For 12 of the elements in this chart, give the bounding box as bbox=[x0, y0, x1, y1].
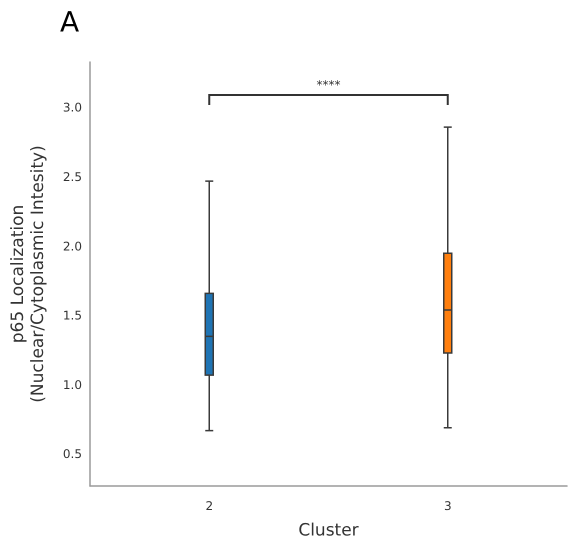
x-tick-label: 3 bbox=[444, 499, 452, 513]
y-tick-label: 1.0 bbox=[62, 378, 82, 392]
y-tick-label: 2.5 bbox=[62, 170, 82, 184]
y-tick-label: 3.0 bbox=[62, 100, 82, 115]
x-tick-label: 2 bbox=[205, 499, 214, 513]
y-tick-label: 1.5 bbox=[62, 308, 82, 323]
y-axis-title: p65 Localization (Nuclear/Cytoplasmic Intesity) bbox=[8, 145, 48, 403]
x-axis-title: Cluster bbox=[298, 520, 359, 540]
annotation: **** bbox=[316, 78, 340, 92]
y-tick-label: 0.5 bbox=[62, 447, 82, 462]
chart-title: A bbox=[60, 6, 80, 38]
y-tick-label: 2.0 bbox=[62, 239, 82, 254]
